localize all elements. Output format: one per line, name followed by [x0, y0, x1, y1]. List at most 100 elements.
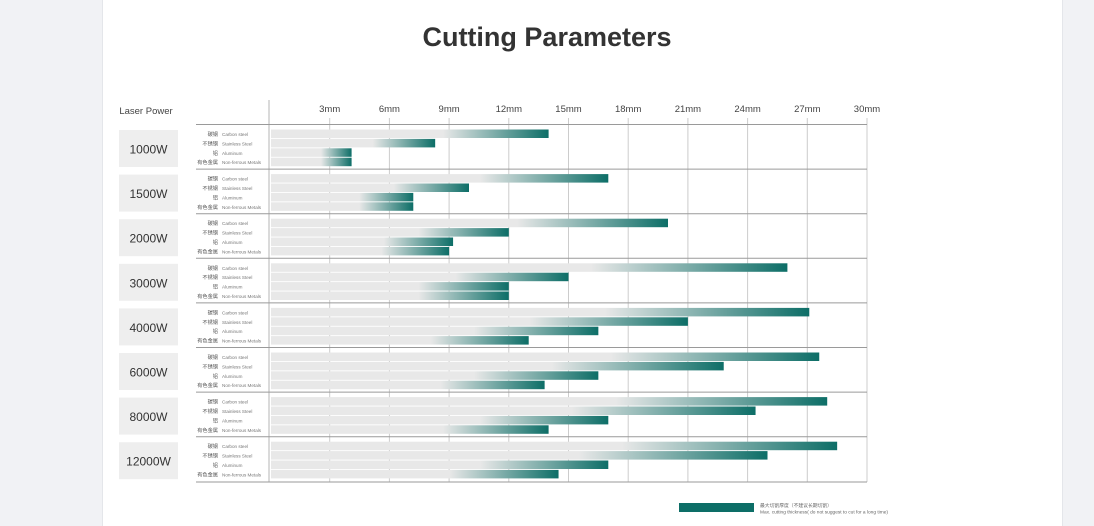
material-label-en: Carbon steel [222, 400, 248, 405]
bar [271, 425, 549, 434]
material-label-en: Stainless Steel [222, 364, 252, 369]
bars-layer [271, 129, 838, 479]
page-title: Cutting Parameters [422, 22, 672, 53]
material-label-zh: 有色金属 [197, 247, 218, 255]
material-label-en: Carbon steel [222, 310, 248, 315]
bar [271, 317, 688, 326]
material-label-en: Aluminum [222, 195, 243, 200]
material-label-en: Aluminum [222, 418, 243, 423]
material-label-zh: 碳钢 [208, 308, 218, 316]
material-label-en: Aluminum [222, 374, 243, 379]
x-tick-label: 12mm [496, 104, 522, 115]
power-label: 1500W [129, 187, 168, 201]
material-label-en: Carbon steel [222, 444, 248, 449]
legend: 最大切割厚度（不建议长期切割）Max. cutting thickness( d… [679, 502, 888, 516]
grid-layer [119, 100, 868, 483]
bar [271, 246, 450, 256]
material-label-zh: 碳钢 [208, 175, 218, 183]
material-label-zh: 有色金属 [197, 426, 218, 434]
x-tick-label: 15mm [555, 104, 581, 115]
bar [271, 218, 668, 228]
material-label-en: Non-ferrous Metals [222, 249, 262, 254]
x-tick-label: 24mm [734, 104, 760, 115]
power-label: 12000W [126, 455, 171, 469]
bar [271, 352, 820, 361]
material-label-en: Stainless Steel [222, 320, 252, 325]
bar [271, 183, 469, 192]
material-label-zh: 不锈钢 [202, 318, 218, 326]
bar [271, 336, 529, 345]
material-label-en: Carbon steel [222, 355, 248, 360]
material-label-zh: 不锈钢 [202, 452, 218, 460]
x-tick-label: 3mm [319, 104, 340, 115]
bar [271, 371, 599, 380]
legend-label-zh: 最大切割厚度（不建议长期切割） [760, 502, 832, 509]
bar [271, 157, 352, 167]
y-axis-label: Laser Power [119, 106, 172, 117]
material-label-zh: 不锈钢 [202, 407, 218, 415]
bar [271, 451, 768, 460]
power-box [119, 130, 178, 167]
bar [271, 469, 559, 479]
x-tick-label: 9mm [439, 104, 460, 115]
x-tick-label: 30mm [854, 104, 880, 115]
material-label-en: Non-ferrous Metals [222, 160, 262, 165]
material-label-en: Stainless Steel [222, 409, 252, 414]
power-label: 4000W [129, 321, 168, 335]
material-label-en: Non-ferrous Metals [222, 428, 262, 433]
material-label-zh: 铝 [213, 238, 218, 246]
bar [271, 380, 545, 390]
power-box [119, 353, 178, 390]
material-label-en: Stainless Steel [222, 275, 252, 280]
material-label-zh: 碳钢 [208, 264, 218, 272]
power-label: 8000W [129, 410, 168, 424]
bar [271, 397, 828, 406]
power-box [119, 442, 178, 480]
x-tick-label: 6mm [379, 104, 400, 115]
material-label-en: Aluminum [222, 329, 243, 334]
bar [271, 138, 436, 148]
material-label-en: Carbon steel [222, 132, 248, 137]
bar [271, 291, 509, 300]
x-tick-label: 21mm [675, 104, 701, 115]
material-label-en: Aluminum [222, 240, 243, 245]
material-label-zh: 有色金属 [197, 158, 218, 166]
material-label-zh: 有色金属 [197, 381, 218, 389]
bar [271, 307, 810, 317]
bar [271, 272, 569, 282]
legend-swatch [679, 503, 754, 512]
material-label-zh: 铝 [213, 193, 218, 201]
material-label-en: Non-ferrous Metals [222, 472, 262, 477]
bar [271, 361, 724, 371]
material-label-zh: 铝 [213, 149, 218, 157]
material-label-zh: 不锈钢 [202, 139, 218, 147]
power-label: 6000W [129, 366, 168, 380]
x-tick-label: 18mm [615, 104, 641, 115]
bar [271, 228, 509, 237]
bar [271, 202, 414, 211]
material-label-zh: 铝 [213, 327, 218, 335]
material-label-en: Carbon steel [222, 266, 248, 271]
power-box [119, 174, 178, 212]
material-label-en: Non-ferrous Metals [222, 383, 262, 388]
material-label-en: Stainless Steel [222, 186, 252, 191]
power-box [119, 397, 178, 435]
material-label-zh: 铝 [213, 461, 218, 469]
material-label-zh: 铝 [213, 372, 218, 380]
material-label-en: Non-ferrous Metals [222, 339, 262, 344]
legend-label-en: Max. cutting thickness( do not suggest t… [760, 510, 888, 516]
material-label-zh: 碳钢 [208, 219, 218, 227]
material-label-zh: 铝 [213, 416, 218, 424]
power-label: 1000W [129, 143, 168, 157]
bar [271, 441, 838, 451]
x-tick-label: 27mm [794, 104, 820, 115]
material-label-zh: 碳钢 [208, 442, 218, 450]
material-label-zh: 碳钢 [208, 353, 218, 361]
bar [271, 174, 609, 183]
material-label-zh: 铝 [213, 283, 218, 291]
power-label: 3000W [129, 276, 168, 290]
material-label-zh: 有色金属 [197, 203, 218, 211]
bar [271, 129, 549, 138]
material-label-zh: 碳钢 [208, 130, 218, 138]
material-label-zh: 有色金属 [197, 470, 218, 478]
